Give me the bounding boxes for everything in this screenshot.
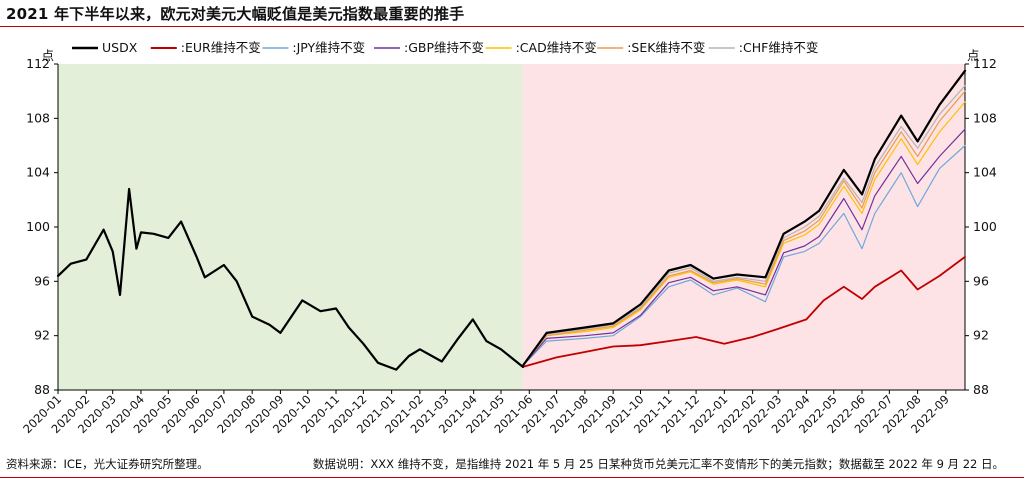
y-tick-label-left: 112 xyxy=(26,56,50,71)
legend-label: USDX xyxy=(102,40,138,55)
chart-title: 2021 年下半年以来，欧元对美元大幅贬值是美元指数最重要的推手 xyxy=(6,5,465,23)
series-line xyxy=(522,85,966,367)
y-unit-right: 点 xyxy=(967,48,980,63)
legend-label: :GBP维持不变 xyxy=(404,40,484,55)
y-tick-label-right: 92 xyxy=(973,328,989,343)
series-line xyxy=(521,69,967,367)
y-tick-label-left: 92 xyxy=(34,328,50,343)
data-note: 数据说明：XXX 维持不变，是指维持 2021 年 5 月 25 日某种货币兑美… xyxy=(312,457,1004,471)
source-note: 资料来源：ICE，光大证券研究所整理。 xyxy=(6,457,209,471)
series-line xyxy=(56,187,524,371)
bottom-divider xyxy=(0,477,1024,478)
series-line xyxy=(522,90,966,367)
y-unit-left: 点 xyxy=(41,48,54,63)
legend-label: :JPY维持不变 xyxy=(292,40,365,55)
series-line xyxy=(522,101,966,367)
series-line xyxy=(522,144,966,367)
y-tick-label-left: 88 xyxy=(34,382,50,397)
title-divider xyxy=(0,26,1024,27)
y-tick-label-left: 108 xyxy=(26,110,50,125)
y-tick-label-right: 112 xyxy=(973,56,997,71)
region-after xyxy=(522,64,965,390)
y-tick-label-right: 88 xyxy=(973,382,989,397)
y-tick-label-left: 104 xyxy=(26,165,50,180)
y-tick-label-left: 100 xyxy=(26,219,50,234)
legend-label: :CAD维持不变 xyxy=(516,40,597,55)
legend-label: :SEK维持不变 xyxy=(627,40,705,55)
series-line xyxy=(522,255,966,368)
region-before xyxy=(58,64,523,390)
legend-label: :CHF维持不变 xyxy=(739,40,819,55)
series-line xyxy=(522,128,966,367)
y-tick-label-right: 96 xyxy=(973,273,989,288)
y-tick-label-right: 108 xyxy=(973,110,997,125)
y-tick-label-right: 100 xyxy=(973,219,997,234)
y-tick-label-left: 96 xyxy=(34,273,50,288)
legend-label: :EUR维持不变 xyxy=(181,40,261,55)
y-tick-label-right: 104 xyxy=(973,165,997,180)
